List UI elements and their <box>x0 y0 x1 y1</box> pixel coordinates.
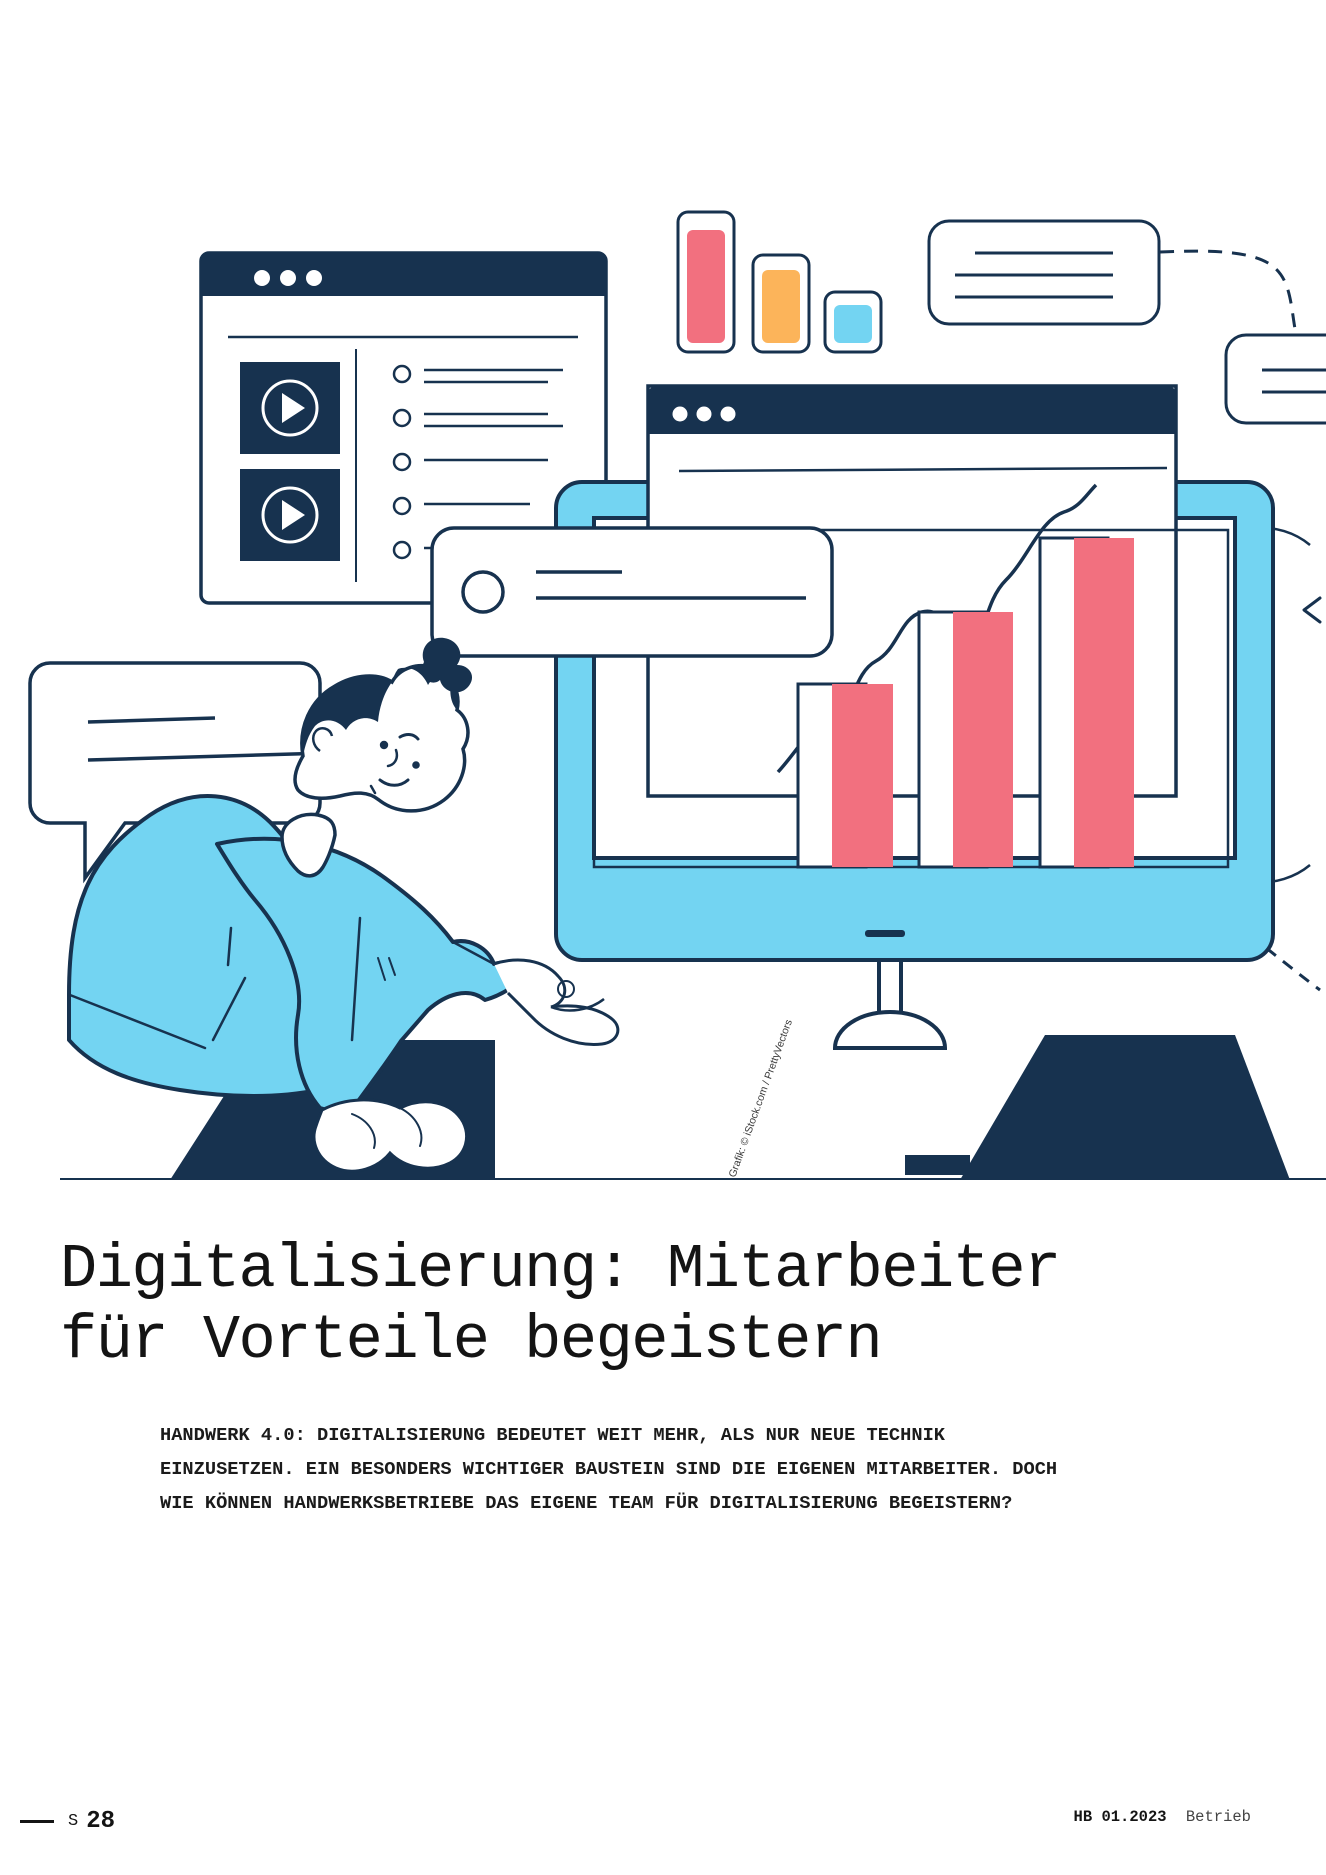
svg-text:Grafik: © iStock.com / PrettyV: Grafik: © iStock.com / PrettyVectors <box>727 1018 795 1179</box>
